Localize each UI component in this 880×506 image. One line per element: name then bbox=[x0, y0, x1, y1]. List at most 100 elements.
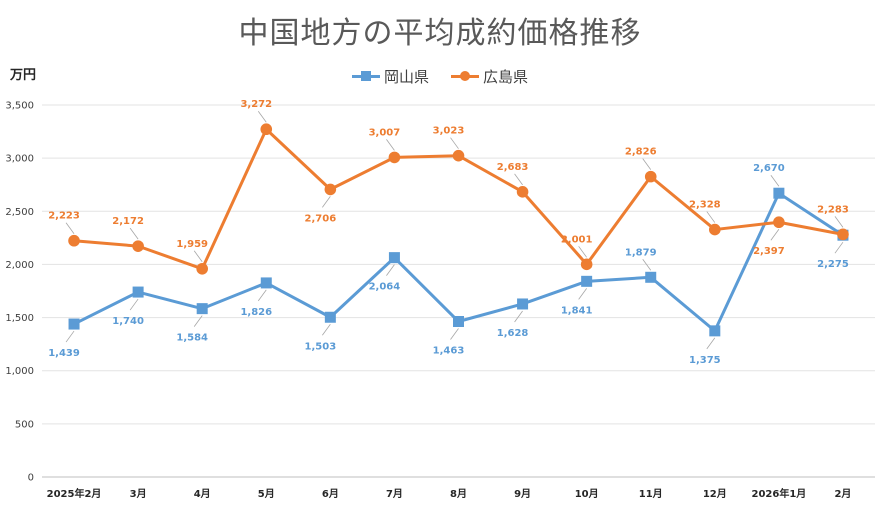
legend-label-okayama: 岡山県 bbox=[383, 68, 429, 86]
data-label-leader bbox=[129, 298, 139, 311]
data-label-leader bbox=[322, 196, 331, 208]
data-label-leader bbox=[450, 137, 459, 149]
data-point-marker bbox=[453, 316, 464, 328]
data-point-marker bbox=[68, 234, 80, 247]
data-label: 2,172 bbox=[112, 216, 144, 227]
y-tick-label: 3,000 bbox=[5, 154, 34, 165]
data-label-leader bbox=[578, 246, 587, 258]
data-label: 2,706 bbox=[305, 213, 337, 224]
data-label: 1,841 bbox=[561, 305, 593, 316]
data-point-marker bbox=[773, 187, 785, 199]
data-label-leader bbox=[514, 173, 523, 186]
data-point-marker bbox=[388, 151, 401, 164]
x-tick-label: 9月 bbox=[514, 488, 531, 500]
data-label: 1,375 bbox=[689, 355, 721, 366]
data-label-leader bbox=[65, 330, 75, 343]
data-label-leader bbox=[642, 259, 652, 271]
data-label-leader bbox=[770, 174, 780, 187]
legend-item-okayama: 岡山県 bbox=[351, 66, 429, 87]
data-label: 1,959 bbox=[176, 239, 208, 250]
legend: 岡山県 広島県 bbox=[0, 66, 880, 87]
x-tick-label: 2026年1月 bbox=[751, 487, 806, 500]
data-label: 2,826 bbox=[625, 147, 657, 158]
data-point-marker bbox=[837, 228, 849, 241]
data-point-marker bbox=[773, 216, 785, 229]
data-point-marker bbox=[132, 286, 144, 298]
data-point-marker bbox=[452, 149, 465, 162]
data-point-marker bbox=[260, 277, 272, 289]
data-label-leader bbox=[322, 324, 331, 336]
x-tick-label: 3月 bbox=[130, 488, 147, 500]
data-point-marker bbox=[709, 325, 721, 337]
data-label: 1,628 bbox=[497, 328, 529, 339]
x-tick-label: 5月 bbox=[258, 488, 275, 500]
data-point-marker bbox=[68, 318, 80, 330]
data-label-leader bbox=[129, 227, 139, 240]
y-tick-label: 0 bbox=[28, 473, 34, 484]
data-point-marker bbox=[516, 186, 529, 198]
data-point-marker bbox=[645, 271, 657, 283]
square-marker-icon bbox=[360, 71, 371, 81]
data-label-leader bbox=[642, 158, 652, 170]
data-label: 1,503 bbox=[305, 341, 337, 352]
data-label: 1,740 bbox=[112, 316, 144, 327]
data-label: 3,023 bbox=[433, 126, 465, 137]
data-label: 1,826 bbox=[240, 307, 272, 318]
data-label-leader bbox=[450, 328, 459, 340]
data-label: 1,584 bbox=[176, 333, 208, 344]
data-label-leader bbox=[834, 241, 844, 254]
data-label-leader bbox=[706, 337, 716, 350]
y-axis-unit-label: 万円 bbox=[10, 68, 37, 83]
data-label: 3,272 bbox=[240, 99, 272, 110]
x-tick-label: 12月 bbox=[703, 488, 727, 500]
data-label: 2,397 bbox=[753, 246, 785, 257]
data-point-marker bbox=[388, 252, 400, 264]
data-point-marker bbox=[196, 262, 208, 275]
x-tick-label: 11月 bbox=[639, 488, 663, 500]
x-tick-label: 10月 bbox=[575, 488, 599, 500]
data-label: 2,670 bbox=[753, 163, 785, 174]
x-tick-label: 4月 bbox=[194, 488, 211, 500]
data-label: 3,007 bbox=[369, 127, 401, 138]
data-point-marker bbox=[324, 183, 337, 196]
y-tick-label: 3,500 bbox=[5, 101, 34, 112]
x-tick-label: 8月 bbox=[450, 488, 467, 500]
data-label: 2,275 bbox=[817, 259, 849, 270]
y-tick-label: 2,000 bbox=[5, 260, 34, 271]
data-label: 2,001 bbox=[561, 234, 593, 245]
x-tick-label: 2月 bbox=[834, 488, 851, 500]
data-label-leader bbox=[578, 288, 587, 300]
legend-item-hiroshima: 広島県 bbox=[451, 66, 528, 87]
data-label: 1,439 bbox=[48, 348, 80, 359]
legend-line-hiroshima bbox=[451, 71, 479, 81]
data-point-marker bbox=[580, 258, 593, 271]
data-label-leader bbox=[65, 222, 75, 234]
data-label-leader bbox=[770, 228, 780, 241]
data-label-leader bbox=[386, 264, 395, 276]
data-label: 2,223 bbox=[48, 211, 80, 222]
data-point-marker bbox=[132, 240, 144, 252]
data-point-marker bbox=[324, 311, 336, 323]
data-label: 1,463 bbox=[433, 346, 465, 357]
x-tick-label: 2025年2月 bbox=[47, 487, 102, 500]
y-tick-label: 1,000 bbox=[5, 366, 34, 377]
chart-title: 中国地方の平均成約価格推移 bbox=[238, 16, 642, 51]
data-label-leader bbox=[257, 110, 267, 123]
data-point-marker bbox=[260, 123, 273, 136]
data-label: 2,064 bbox=[369, 282, 401, 293]
y-tick-label: 2,500 bbox=[5, 207, 34, 218]
data-label: 2,283 bbox=[817, 204, 849, 215]
y-tick-label: 500 bbox=[15, 419, 34, 430]
data-label-leader bbox=[193, 250, 203, 263]
legend-label-hiroshima: 広島県 bbox=[483, 68, 529, 86]
data-label-leader bbox=[706, 211, 716, 223]
data-point-marker bbox=[196, 303, 208, 315]
data-point-marker bbox=[581, 275, 593, 287]
data-label: 2,683 bbox=[497, 162, 529, 173]
data-label-leader bbox=[514, 310, 523, 323]
data-label-leader bbox=[193, 315, 203, 327]
y-tick-label: 1,500 bbox=[5, 313, 34, 324]
x-tick-label: 7月 bbox=[386, 488, 403, 500]
data-label: 1,879 bbox=[625, 247, 657, 258]
